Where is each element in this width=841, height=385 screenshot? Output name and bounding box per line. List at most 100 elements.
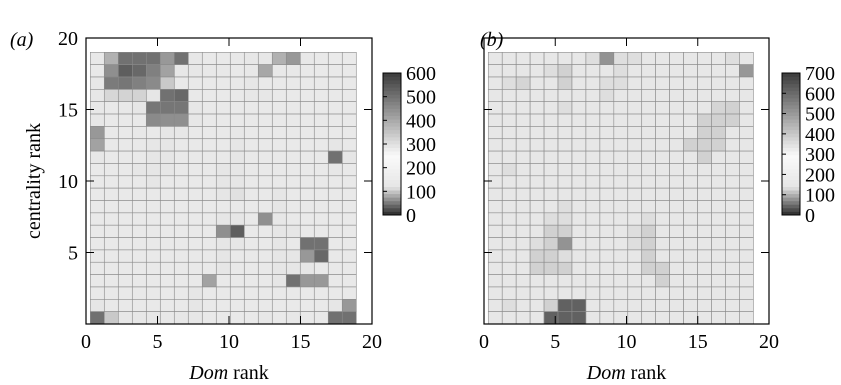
colorbar-segment — [782, 165, 800, 170]
heatmap-cell — [529, 89, 545, 102]
colorbar-segment — [782, 168, 800, 173]
heatmap-cell — [501, 249, 517, 263]
heatmap-cell — [145, 187, 161, 201]
heatmap-cell — [641, 89, 656, 102]
y-axis-label: centrality rank — [23, 123, 45, 239]
heatmap-cell — [243, 212, 259, 226]
heatmap-cell — [89, 76, 105, 90]
heatmap-cell — [187, 150, 203, 164]
x-tick-label: 15 — [291, 331, 311, 353]
heatmap-cell — [529, 286, 545, 300]
heatmap-cell — [557, 150, 573, 164]
colorbar-tick-label: 0 — [406, 205, 416, 227]
heatmap-cell — [627, 274, 643, 288]
colorbar-segment — [782, 136, 800, 141]
heatmap-cell — [697, 64, 712, 78]
heatmap-cell — [599, 200, 615, 214]
heatmap-cell — [271, 51, 287, 65]
heatmap-cell — [271, 274, 287, 288]
heatmap-cell — [543, 237, 559, 251]
heatmap-cell — [103, 274, 119, 288]
heatmap-cell — [201, 150, 217, 164]
panel-b-label: (b) — [480, 29, 504, 51]
heatmap-cell — [655, 150, 670, 164]
heatmap-cell — [557, 138, 573, 152]
heatmap-cell — [229, 212, 245, 226]
heatmap-cell — [641, 249, 656, 263]
colorbar-segment — [383, 101, 401, 106]
heatmap-cell — [487, 89, 503, 102]
heatmap-cell — [187, 76, 203, 90]
heatmap-cell — [557, 76, 573, 90]
heatmap-cell — [229, 101, 245, 115]
heatmap-cell — [117, 138, 133, 152]
heatmap-cell — [571, 101, 587, 115]
heatmap-cell — [117, 89, 133, 102]
heatmap-cell — [487, 212, 503, 226]
heatmap-cell — [739, 200, 754, 214]
colorbar-segment — [383, 140, 401, 145]
heatmap-cell — [285, 224, 301, 238]
heatmap-cell — [131, 249, 147, 263]
heatmap-cell — [669, 200, 684, 214]
heatmap-cell — [739, 261, 754, 275]
heatmap-cell — [215, 286, 231, 300]
heatmap-cell — [725, 212, 740, 226]
heatmap-cell — [697, 150, 712, 164]
heatmap-cell — [327, 249, 343, 263]
colorbar-segment — [383, 183, 401, 187]
heatmap-cell — [145, 150, 161, 164]
heatmap-cell — [669, 51, 684, 65]
heatmap-cell — [159, 76, 175, 90]
heatmap-cell — [243, 51, 259, 65]
heatmap-cell — [229, 274, 245, 288]
heatmap-cell — [341, 64, 357, 78]
heatmap-cell — [341, 249, 357, 263]
heatmap-cell — [613, 212, 629, 226]
heatmap-cell — [641, 51, 656, 65]
colorbar-segment — [782, 83, 800, 88]
heatmap-cell — [201, 298, 217, 312]
heatmap-cell — [215, 200, 231, 214]
colorbar-tick-label: 600 — [805, 83, 835, 105]
heatmap-cell — [257, 249, 273, 263]
heatmap-cell — [655, 113, 670, 127]
heatmap-cell — [89, 237, 105, 251]
heatmap-cell — [515, 237, 531, 251]
heatmap-cell — [487, 76, 503, 90]
heatmap-cell — [585, 126, 601, 140]
heatmap-cell — [655, 261, 670, 275]
heatmap-cell — [515, 212, 531, 226]
heatmap-cell — [131, 150, 147, 164]
heatmap-cell — [697, 126, 712, 140]
heatmap-cell — [229, 163, 245, 177]
heatmap-cell — [627, 311, 643, 325]
heatmap-cell — [145, 212, 161, 226]
heatmap-cell — [215, 237, 231, 251]
heatmap-cell — [655, 187, 670, 201]
heatmap-cell — [599, 113, 615, 127]
heatmap-cell — [229, 224, 245, 238]
heatmap-cell — [711, 89, 726, 102]
heatmap-cell — [501, 113, 517, 127]
heatmap-cell — [641, 286, 656, 300]
colorbar-segment — [782, 73, 800, 77]
heatmap-cell — [697, 200, 712, 214]
heatmap-cell — [103, 76, 119, 90]
heatmap-cell — [585, 51, 601, 65]
heatmap-cell — [117, 113, 133, 127]
heatmap-cell — [327, 175, 343, 189]
heatmap-cell — [543, 298, 559, 312]
heatmap-cell — [341, 150, 357, 164]
heatmap-cell — [515, 76, 531, 90]
heatmap-cell — [271, 138, 287, 152]
heatmap-cell — [187, 224, 203, 238]
heatmap-cell — [103, 138, 119, 152]
heatmap-cell — [655, 298, 670, 312]
heatmap-cell — [229, 138, 245, 152]
heatmap-cell — [613, 101, 629, 115]
heatmap-cell — [201, 64, 217, 78]
heatmap-cell — [145, 64, 161, 78]
heatmap-cell — [571, 261, 587, 275]
